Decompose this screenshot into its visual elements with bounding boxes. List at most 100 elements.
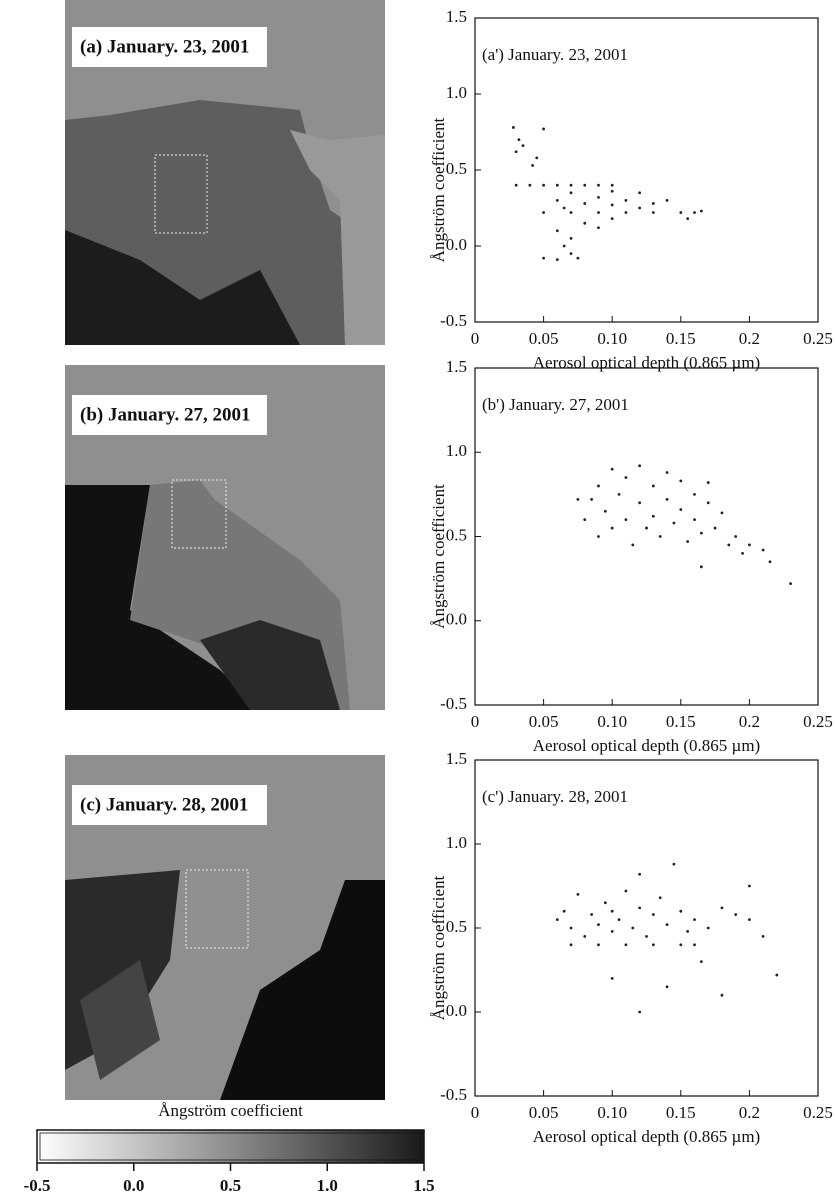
point	[521, 144, 525, 148]
x-tick-label: 0.15	[666, 329, 696, 348]
point	[583, 518, 587, 522]
point	[706, 926, 710, 930]
point	[638, 206, 642, 210]
point	[665, 985, 669, 989]
point	[679, 211, 683, 214]
point	[610, 467, 614, 471]
x-tick-label: 0	[471, 712, 480, 731]
point	[576, 498, 580, 501]
x-tick-label: 0	[471, 1103, 480, 1122]
point	[569, 943, 573, 947]
colorbar-tick-label: -0.5	[24, 1176, 51, 1195]
point	[651, 484, 655, 488]
annotation: (b') January. 27, 2001	[482, 395, 629, 414]
x-tick-label: 0.05	[529, 712, 559, 731]
x-tick-label: 0.10	[597, 329, 627, 348]
point	[542, 127, 545, 131]
plot-frame	[474, 759, 819, 1097]
point	[693, 492, 696, 496]
point	[665, 471, 669, 474]
point	[638, 872, 642, 876]
x-tick-label: 0.25	[803, 329, 833, 348]
point	[555, 258, 559, 262]
y-tick-label: 1.5	[446, 7, 467, 26]
point	[610, 929, 614, 933]
image-label: (c) January. 28, 2001	[80, 794, 248, 815]
y-tick-label: 1.0	[446, 833, 467, 852]
point	[624, 199, 628, 202]
point	[624, 476, 628, 479]
x-tick-label: 0.2	[739, 1103, 760, 1122]
y-tick-label: 0.0	[446, 1001, 467, 1020]
point	[535, 156, 539, 160]
point	[720, 511, 724, 515]
point	[638, 464, 642, 468]
point	[761, 548, 765, 552]
annotation: (a') January. 23, 2001	[482, 45, 628, 64]
point	[789, 582, 792, 586]
point	[576, 256, 580, 260]
point	[651, 211, 655, 214]
point	[693, 211, 696, 214]
y-tick-label: 0.0	[446, 235, 467, 254]
x-axis-label: Aerosol optical depth (0.865 µm)	[533, 1127, 760, 1146]
point	[555, 229, 559, 233]
point	[638, 1010, 642, 1014]
point	[734, 535, 738, 538]
point	[748, 918, 751, 921]
x-tick-label: 0.10	[597, 1103, 627, 1122]
colorbar	[36, 1129, 425, 1164]
x-tick-label: 0.2	[739, 329, 760, 348]
point	[775, 973, 779, 977]
point	[624, 211, 628, 214]
point	[706, 501, 710, 505]
y-tick-label: -0.5	[440, 1085, 467, 1104]
point	[583, 202, 587, 205]
colorbar-tick-label: 0.0	[123, 1176, 144, 1195]
point	[665, 923, 669, 927]
x-tick-label: 0	[471, 329, 480, 348]
point	[569, 252, 573, 256]
y-tick-label: -0.5	[440, 694, 467, 713]
point	[699, 565, 703, 569]
y-tick-label: 1.5	[446, 357, 467, 376]
point	[597, 943, 600, 947]
point	[693, 943, 696, 947]
point	[610, 183, 614, 187]
point	[569, 926, 573, 930]
point	[706, 481, 710, 484]
point	[617, 492, 621, 496]
point	[624, 518, 628, 522]
point	[686, 217, 690, 221]
plot-frame	[474, 367, 819, 706]
y-axis-label: Ångström coefficient	[429, 117, 448, 262]
y-tick-label: 0.5	[446, 525, 467, 544]
y-tick-label: -0.5	[440, 311, 467, 330]
x-tick-label: 0.10	[597, 712, 627, 731]
point	[672, 862, 676, 866]
point	[542, 183, 545, 187]
point	[610, 203, 614, 207]
point	[514, 183, 518, 187]
point	[686, 929, 690, 933]
y-axis-label: Ångström coefficient	[429, 484, 448, 629]
point	[651, 202, 655, 205]
colorbar-tick-label: 1.5	[413, 1176, 434, 1195]
point	[748, 543, 751, 547]
point	[761, 935, 765, 938]
point	[610, 526, 614, 530]
point	[638, 906, 642, 910]
point	[542, 211, 545, 214]
point	[679, 508, 683, 511]
point	[562, 206, 566, 210]
y-tick-label: 1.5	[446, 749, 467, 768]
y-tick-label: 1.0	[446, 441, 467, 460]
label-box	[72, 395, 267, 435]
point	[645, 935, 648, 938]
point	[617, 918, 621, 921]
point	[699, 960, 703, 963]
point	[583, 183, 587, 187]
point	[699, 531, 703, 535]
x-tick-label: 0.25	[803, 1103, 833, 1122]
